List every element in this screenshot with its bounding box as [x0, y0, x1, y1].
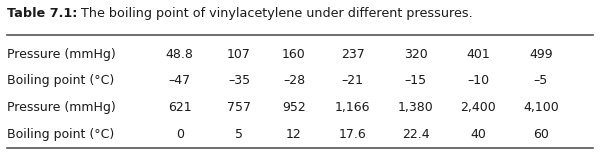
Text: –35: –35: [228, 74, 250, 87]
Text: –5: –5: [534, 74, 548, 87]
Text: 60: 60: [533, 128, 549, 141]
Text: 40: 40: [470, 128, 486, 141]
Text: –28: –28: [283, 74, 305, 87]
Text: 499: 499: [529, 48, 553, 61]
Text: Boiling point (°C): Boiling point (°C): [7, 74, 115, 87]
Text: 5: 5: [235, 128, 243, 141]
Text: –21: –21: [342, 74, 364, 87]
Text: 48.8: 48.8: [166, 48, 194, 61]
Text: 621: 621: [168, 101, 191, 114]
Text: 17.6: 17.6: [339, 128, 367, 141]
Text: 237: 237: [341, 48, 365, 61]
Text: 320: 320: [404, 48, 427, 61]
Text: –15: –15: [404, 74, 427, 87]
Text: 757: 757: [227, 101, 251, 114]
Text: 0: 0: [176, 128, 184, 141]
Text: 107: 107: [227, 48, 251, 61]
Text: 22.4: 22.4: [402, 128, 430, 141]
Text: 160: 160: [282, 48, 306, 61]
Text: –10: –10: [467, 74, 490, 87]
Text: Boiling point (°C): Boiling point (°C): [7, 128, 115, 141]
Text: 12: 12: [286, 128, 302, 141]
Text: 4,100: 4,100: [523, 101, 559, 114]
Text: –47: –47: [169, 74, 191, 87]
Text: 2,400: 2,400: [460, 101, 496, 114]
Text: 401: 401: [466, 48, 490, 61]
Text: 952: 952: [282, 101, 306, 114]
Text: 1,380: 1,380: [398, 101, 433, 114]
Text: Pressure (mmHg): Pressure (mmHg): [7, 48, 116, 61]
Text: Pressure (mmHg): Pressure (mmHg): [7, 101, 116, 114]
Text: 1,166: 1,166: [335, 101, 371, 114]
Text: Table 7.1:: Table 7.1:: [7, 7, 78, 20]
Text: The boiling point of vinylacetylene under different pressures.: The boiling point of vinylacetylene unde…: [77, 7, 473, 20]
